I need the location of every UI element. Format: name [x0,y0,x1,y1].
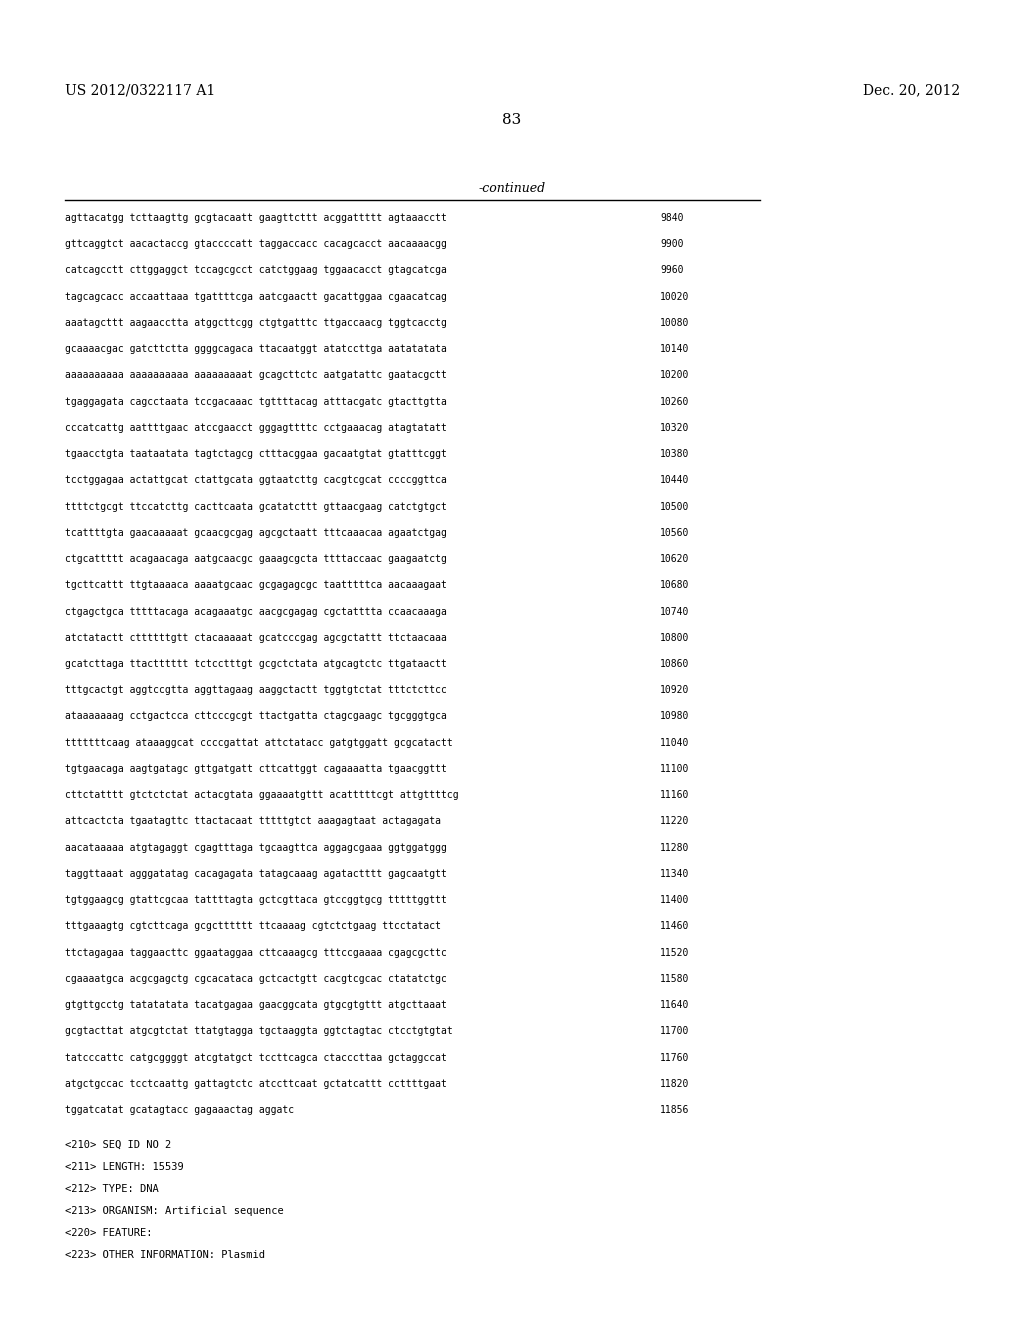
Text: tgcttcattt ttgtaaaaca aaaatgcaac gcgagagcgc taatttttca aacaaagaat: tgcttcattt ttgtaaaaca aaaatgcaac gcgagag… [65,581,446,590]
Text: 10500: 10500 [660,502,689,512]
Text: tttttttcaag ataaaggcat ccccgattat attctatacc gatgtggatt gcgcatactt: tttttttcaag ataaaggcat ccccgattat attcta… [65,738,453,747]
Text: 10740: 10740 [660,606,689,616]
Text: aaaaaaaaaa aaaaaaaaaa aaaaaaaaat gcagcttctc aatgatattc gaatacgctt: aaaaaaaaaa aaaaaaaaaa aaaaaaaaat gcagctt… [65,371,446,380]
Text: atgctgccac tcctcaattg gattagtctc atccttcaat gctatcattt ccttttgaat: atgctgccac tcctcaattg gattagtctc atccttc… [65,1078,446,1089]
Text: <220> FEATURE:: <220> FEATURE: [65,1228,153,1238]
Text: 10320: 10320 [660,422,689,433]
Text: 11460: 11460 [660,921,689,932]
Text: tagcagcacc accaattaaa tgattttcga aatcgaactt gacattggaa cgaacatcag: tagcagcacc accaattaaa tgattttcga aatcgaa… [65,292,446,302]
Text: 11400: 11400 [660,895,689,906]
Text: 10140: 10140 [660,345,689,354]
Text: 10380: 10380 [660,449,689,459]
Text: <212> TYPE: DNA: <212> TYPE: DNA [65,1184,159,1195]
Text: tcctggagaa actattgcat ctattgcata ggtaatcttg cacgtcgcat ccccggttca: tcctggagaa actattgcat ctattgcata ggtaatc… [65,475,446,486]
Text: tgaacctgta taataatata tagtctagcg ctttacggaa gacaatgtat gtatttcggt: tgaacctgta taataatata tagtctagcg ctttacg… [65,449,446,459]
Text: tggatcatat gcatagtacc gagaaactag aggatc: tggatcatat gcatagtacc gagaaactag aggatc [65,1105,294,1115]
Text: tttgcactgt aggtccgtta aggttagaag aaggctactt tggtgtctat tttctcttcc: tttgcactgt aggtccgtta aggttagaag aaggcta… [65,685,446,696]
Text: 83: 83 [503,114,521,127]
Text: tttgaaagtg cgtcttcaga gcgctttttt ttcaaaag cgtctctgaag ttcctatact: tttgaaagtg cgtcttcaga gcgctttttt ttcaaaa… [65,921,441,932]
Text: 11856: 11856 [660,1105,689,1115]
Text: 9900: 9900 [660,239,683,249]
Text: tgtggaagcg gtattcgcaa tattttagta gctcgttaca gtccggtgcg tttttggttt: tgtggaagcg gtattcgcaa tattttagta gctcgtt… [65,895,446,906]
Text: gtgttgcctg tatatatata tacatgagaa gaacggcata gtgcgtgttt atgcttaaat: gtgttgcctg tatatatata tacatgagaa gaacggc… [65,1001,446,1010]
Text: agttacatgg tcttaagttg gcgtacaatt gaagttcttt acggattttt agtaaacctt: agttacatgg tcttaagttg gcgtacaatt gaagttc… [65,213,446,223]
Text: tatcccattc catgcggggt atcgtatgct tccttcagca ctacccttaa gctaggccat: tatcccattc catgcggggt atcgtatgct tccttca… [65,1052,446,1063]
Text: cccatcattg aattttgaac atccgaacct gggagttttc cctgaaacag atagtatatt: cccatcattg aattttgaac atccgaacct gggagtt… [65,422,446,433]
Text: attcactcta tgaatagttc ttactacaat tttttgtct aaagagtaat actagagata: attcactcta tgaatagttc ttactacaat tttttgt… [65,816,441,826]
Text: 11580: 11580 [660,974,689,983]
Text: atctatactt cttttttgtt ctacaaaaat gcatcccgag agcgctattt ttctaacaaa: atctatactt cttttttgtt ctacaaaaat gcatccc… [65,632,446,643]
Text: <211> LENGTH: 15539: <211> LENGTH: 15539 [65,1162,183,1172]
Text: 11280: 11280 [660,842,689,853]
Text: <223> OTHER INFORMATION: Plasmid: <223> OTHER INFORMATION: Plasmid [65,1250,265,1261]
Text: 11340: 11340 [660,869,689,879]
Text: 11220: 11220 [660,816,689,826]
Text: 10440: 10440 [660,475,689,486]
Text: <213> ORGANISM: Artificial sequence: <213> ORGANISM: Artificial sequence [65,1206,284,1216]
Text: ttttctgcgt ttccatcttg cacttcaata gcatatcttt gttaacgaag catctgtgct: ttttctgcgt ttccatcttg cacttcaata gcatatc… [65,502,446,512]
Text: 11700: 11700 [660,1026,689,1036]
Text: tgtgaacaga aagtgatagc gttgatgatt cttcattggt cagaaaatta tgaacggttt: tgtgaacaga aagtgatagc gttgatgatt cttcatt… [65,764,446,774]
Text: ctgagctgca tttttacaga acagaaatgc aacgcgagag cgctatttta ccaacaaaga: ctgagctgca tttttacaga acagaaatgc aacgcga… [65,606,446,616]
Text: 10680: 10680 [660,581,689,590]
Text: 9960: 9960 [660,265,683,276]
Text: <210> SEQ ID NO 2: <210> SEQ ID NO 2 [65,1140,171,1150]
Text: gcaaaacgac gatcttctta ggggcagaca ttacaatggt atatccttga aatatatata: gcaaaacgac gatcttctta ggggcagaca ttacaat… [65,345,446,354]
Text: -continued: -continued [478,181,546,194]
Text: tcattttgta gaacaaaaat gcaacgcgag agcgctaatt tttcaaacaa agaatctgag: tcattttgta gaacaaaaat gcaacgcgag agcgcta… [65,528,446,537]
Text: ctgcattttt acagaacaga aatgcaacgc gaaagcgcta ttttaccaac gaagaatctg: ctgcattttt acagaacaga aatgcaacgc gaaagcg… [65,554,446,564]
Text: 11640: 11640 [660,1001,689,1010]
Text: 10080: 10080 [660,318,689,327]
Text: 11760: 11760 [660,1052,689,1063]
Text: 10920: 10920 [660,685,689,696]
Text: gcgtacttat atgcgtctat ttatgtagga tgctaaggta ggtctagtac ctcctgtgtat: gcgtacttat atgcgtctat ttatgtagga tgctaag… [65,1026,453,1036]
Text: tgaggagata cagcctaata tccgacaaac tgttttacag atttacgatc gtacttgtta: tgaggagata cagcctaata tccgacaaac tgtttta… [65,396,446,407]
Text: ttctagagaa taggaacttc ggaataggaa cttcaaagcg tttccgaaaa cgagcgcttc: ttctagagaa taggaacttc ggaataggaa cttcaaa… [65,948,446,957]
Text: 10260: 10260 [660,396,689,407]
Text: 10620: 10620 [660,554,689,564]
Text: 9840: 9840 [660,213,683,223]
Text: 10560: 10560 [660,528,689,537]
Text: catcagcctt cttggaggct tccagcgcct catctggaag tggaacacct gtagcatcga: catcagcctt cttggaggct tccagcgcct catctgg… [65,265,446,276]
Text: 11160: 11160 [660,791,689,800]
Text: 11040: 11040 [660,738,689,747]
Text: 10200: 10200 [660,371,689,380]
Text: aacataaaaa atgtagaggt cgagtttaga tgcaagttca aggagcgaaa ggtggatggg: aacataaaaa atgtagaggt cgagtttaga tgcaagt… [65,842,446,853]
Text: gttcaggtct aacactaccg gtaccccatt taggaccacc cacagcacct aacaaaacgg: gttcaggtct aacactaccg gtaccccatt taggacc… [65,239,446,249]
Text: 10860: 10860 [660,659,689,669]
Text: aaatagcttt aagaacctta atggcttcgg ctgtgatttc ttgaccaacg tggtcacctg: aaatagcttt aagaacctta atggcttcgg ctgtgat… [65,318,446,327]
Text: ataaaaaaag cctgactcca cttcccgcgt ttactgatta ctagcgaagc tgcgggtgca: ataaaaaaag cctgactcca cttcccgcgt ttactga… [65,711,446,722]
Text: 11520: 11520 [660,948,689,957]
Text: 11100: 11100 [660,764,689,774]
Text: 10800: 10800 [660,632,689,643]
Text: 11820: 11820 [660,1078,689,1089]
Text: 10980: 10980 [660,711,689,722]
Text: US 2012/0322117 A1: US 2012/0322117 A1 [65,83,215,96]
Text: Dec. 20, 2012: Dec. 20, 2012 [863,83,961,96]
Text: 10020: 10020 [660,292,689,302]
Text: gcatcttaga ttactttttt tctcctttgt gcgctctata atgcagtctc ttgataactt: gcatcttaga ttactttttt tctcctttgt gcgctct… [65,659,446,669]
Text: taggttaaat agggatatag cacagagata tatagcaaag agatactttt gagcaatgtt: taggttaaat agggatatag cacagagata tatagca… [65,869,446,879]
Text: cgaaaatgca acgcgagctg cgcacataca gctcactgtt cacgtcgcac ctatatctgc: cgaaaatgca acgcgagctg cgcacataca gctcact… [65,974,446,983]
Text: cttctatttt gtctctctat actacgtata ggaaaatgttt acatttttcgt attgttttcg: cttctatttt gtctctctat actacgtata ggaaaat… [65,791,459,800]
